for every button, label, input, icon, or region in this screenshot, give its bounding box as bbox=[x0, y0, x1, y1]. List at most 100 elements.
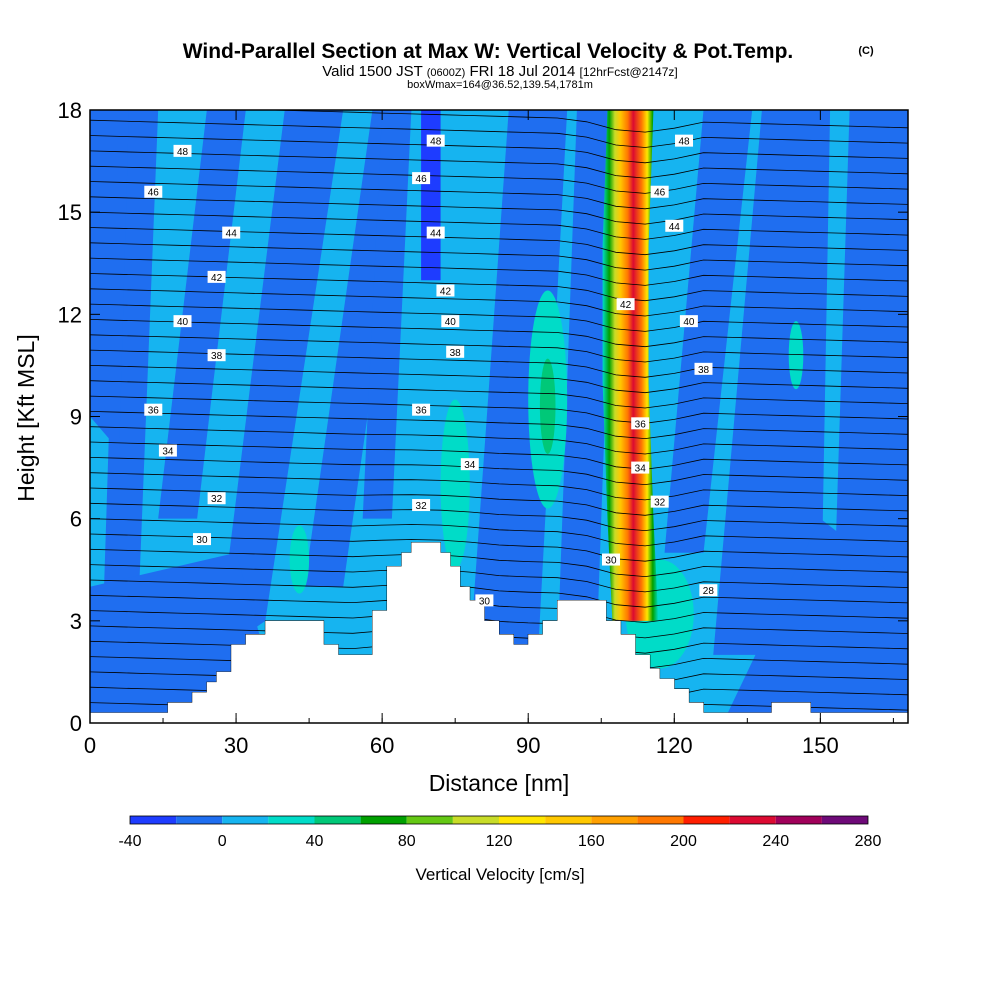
theta-contour-line bbox=[90, 579, 908, 608]
colorbar-swatch bbox=[314, 816, 361, 824]
chart-subtitle-box: boxWmax=164@36.52,139.54,1781m bbox=[407, 79, 593, 91]
colorbar-tick-label: 0 bbox=[218, 833, 227, 850]
theta-label-group: 44 bbox=[426, 226, 445, 240]
y-axis-label: Height [Kft MSL] bbox=[13, 334, 39, 501]
theta-label: 40 bbox=[445, 317, 457, 328]
theta-label: 42 bbox=[440, 286, 452, 297]
theta-contour-line bbox=[90, 242, 908, 271]
theta-label-group: 38 bbox=[207, 349, 226, 362]
theta-label: 32 bbox=[211, 494, 223, 505]
theta-label: 44 bbox=[430, 229, 442, 240]
theta-label: 34 bbox=[635, 464, 647, 475]
theta-contour-line bbox=[90, 502, 908, 532]
colorbar-tick-label: 120 bbox=[486, 833, 513, 850]
colorbar-swatch bbox=[360, 816, 407, 824]
x-tick-label: 60 bbox=[370, 733, 394, 758]
colorbar-swatch bbox=[683, 816, 730, 824]
theta-label: 46 bbox=[416, 174, 428, 185]
subtitle-forecast: [12hrFcst@2147z] bbox=[580, 65, 678, 79]
theta-label-group: 38 bbox=[694, 362, 713, 376]
theta-label-group: 32 bbox=[412, 499, 431, 512]
theta-label-group: 48 bbox=[173, 144, 192, 158]
colorbar-frame bbox=[129, 815, 869, 825]
theta-contour-line bbox=[90, 380, 908, 409]
theta-contour-line bbox=[90, 426, 908, 455]
theta-label-bg bbox=[650, 495, 669, 508]
colorbar-swatch bbox=[591, 816, 638, 824]
x-tick-label: 0 bbox=[84, 733, 96, 758]
negative-velocity-region bbox=[469, 110, 568, 655]
theta-label-bg bbox=[207, 349, 226, 362]
chart-title: Wind-Parallel Section at Max W: Vertical… bbox=[183, 40, 794, 63]
theta-label: 46 bbox=[654, 188, 666, 199]
theta-contour-line bbox=[90, 319, 908, 348]
colorbar-tick-label: -40 bbox=[118, 833, 141, 850]
theta-label-group: 42 bbox=[616, 298, 635, 311]
theta-contour-line bbox=[90, 487, 908, 516]
terrain-outline bbox=[90, 542, 908, 723]
theta-label-bg bbox=[173, 315, 192, 328]
colorbar-tick-label: 200 bbox=[670, 833, 697, 850]
x-tick-label: 150 bbox=[802, 733, 839, 758]
theta-label-bg bbox=[412, 172, 431, 185]
updraft-blob bbox=[788, 321, 804, 390]
colorbar-swatch bbox=[222, 816, 269, 824]
y-tick-label: 18 bbox=[58, 98, 82, 123]
colorbar-swatch bbox=[176, 816, 223, 824]
x-tick-label: 120 bbox=[656, 733, 693, 758]
colorbar-swatch bbox=[130, 816, 177, 824]
subtitle-utc: (0600Z) bbox=[427, 67, 466, 79]
x-axis-label: Distance [nm] bbox=[429, 770, 570, 796]
colorbar-tick-label: 40 bbox=[306, 833, 324, 850]
y-tick-label: 3 bbox=[70, 609, 82, 634]
theta-label-bg bbox=[650, 185, 669, 198]
theta-label: 40 bbox=[683, 317, 695, 328]
theta-label-group: 32 bbox=[207, 492, 226, 505]
theta-contour-line bbox=[90, 150, 908, 179]
main-updraft-column bbox=[602, 110, 659, 621]
theta-contour-line bbox=[90, 548, 908, 578]
theta-label-bg bbox=[426, 226, 445, 239]
theta-label: 42 bbox=[211, 273, 223, 284]
theta-label: 34 bbox=[162, 447, 174, 458]
theta-label-bg bbox=[460, 458, 479, 471]
y-tick-label: 9 bbox=[70, 405, 82, 430]
theta-label: 42 bbox=[620, 300, 632, 311]
theta-label-group: 30 bbox=[601, 553, 620, 567]
updraft-core bbox=[539, 358, 556, 454]
negative-velocity-region bbox=[722, 518, 908, 723]
colorbar-swatch bbox=[545, 816, 592, 824]
theta-label-group: 32 bbox=[650, 495, 669, 509]
colorbar-swatch bbox=[406, 816, 453, 824]
theta-contour-line bbox=[90, 594, 908, 623]
theta-label: 44 bbox=[226, 229, 238, 240]
theta-contour-line bbox=[90, 457, 908, 486]
theta-contour-line bbox=[90, 365, 908, 394]
theta-label-bg bbox=[699, 584, 718, 597]
theta-label-bg bbox=[412, 499, 431, 512]
theta-contour-line bbox=[90, 303, 908, 332]
theta-label-bg bbox=[631, 461, 650, 474]
theta-label-group: 48 bbox=[675, 134, 694, 148]
theta-label-bg bbox=[436, 284, 455, 297]
theta-label: 30 bbox=[605, 556, 617, 567]
theta-label-group: 44 bbox=[665, 219, 684, 233]
theta-label-bg bbox=[144, 185, 163, 198]
theta-label-group: 36 bbox=[144, 403, 163, 417]
theta-label-group: 46 bbox=[650, 185, 669, 199]
theta-label: 46 bbox=[148, 188, 160, 199]
colorbar-swatch bbox=[499, 816, 546, 824]
theta-label-bg bbox=[441, 315, 460, 328]
updraft-blob bbox=[440, 399, 470, 570]
theta-label-bg bbox=[675, 134, 694, 147]
theta-label: 36 bbox=[635, 419, 647, 430]
theta-label-bg bbox=[144, 403, 163, 416]
chart-subtitle: Valid 1500 JST (0600Z) FRI 18 Jul 2014 [… bbox=[322, 63, 678, 80]
colorbar-swatch bbox=[452, 816, 499, 824]
theta-label-group: 48 bbox=[426, 134, 445, 148]
theta-contour-line bbox=[90, 518, 908, 547]
theta-label: 48 bbox=[430, 137, 442, 148]
negative-velocity-region bbox=[664, 110, 753, 553]
theta-label-group: 42 bbox=[436, 284, 455, 297]
